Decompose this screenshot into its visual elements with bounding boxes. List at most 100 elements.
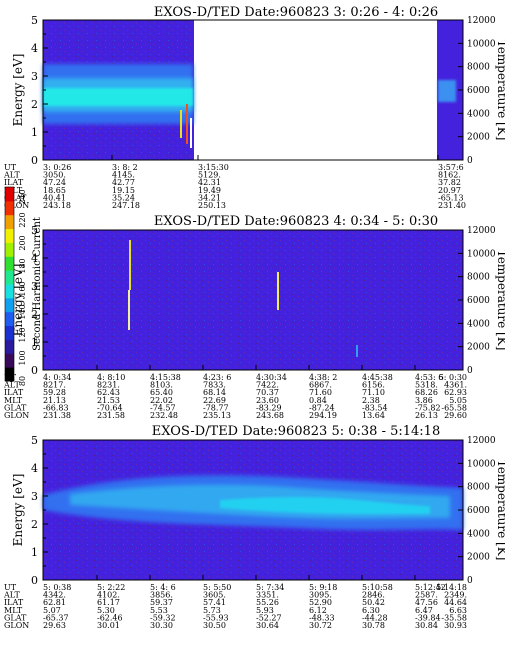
orbit-value: 19.15 bbox=[112, 186, 135, 195]
orbit-value: 62.43 bbox=[97, 388, 120, 397]
orbit-value: 243.18 bbox=[43, 201, 71, 210]
orbit-value: 6.12 bbox=[309, 606, 327, 615]
orbit-value: 59.28 bbox=[43, 388, 66, 397]
orbit-value: 21.13 bbox=[43, 396, 66, 405]
orbit-value: 62.81 bbox=[43, 598, 66, 607]
orbit-value: 61.17 bbox=[97, 598, 120, 607]
orbit-value: 52.90 bbox=[309, 598, 332, 607]
panel-3-y2label: Temperature [K] bbox=[495, 460, 505, 561]
orbit-row-label: UT bbox=[4, 583, 17, 592]
orbit-value: 26.13 bbox=[415, 411, 438, 420]
orbit-value: -70.64 bbox=[97, 403, 123, 412]
orbit-value: 30.84 bbox=[415, 621, 438, 630]
orbit-value: 5.30 bbox=[97, 606, 115, 615]
orbit-value: 29.63 bbox=[43, 621, 66, 630]
orbit-value: 5:10:58 bbox=[362, 583, 393, 592]
orbit-row-label: GLAT bbox=[4, 613, 27, 622]
colorbar-swatch bbox=[5, 228, 14, 243]
panel-2-spike-c bbox=[277, 272, 279, 310]
orbit-value: -83.54 bbox=[362, 403, 388, 412]
colorbar-ticks: 240 220 200 180 160 140 120 100 80 bbox=[18, 189, 27, 386]
orbit-value: 5.07 bbox=[43, 606, 61, 615]
orbit-value: 5:12:42 bbox=[415, 583, 446, 592]
orbit-value: -65.58 bbox=[441, 403, 467, 412]
orbit-value: 294.19 bbox=[309, 411, 337, 420]
orbit-value: -52.27 bbox=[256, 613, 282, 622]
colorbar-tick-label: 180 bbox=[18, 258, 27, 273]
orbit-value: 4:38: 2 bbox=[309, 373, 337, 382]
colorbar-tick-label: 240 bbox=[18, 189, 27, 204]
orbit-value: 5129. bbox=[198, 171, 221, 180]
orbit-value: -87.24 bbox=[309, 403, 335, 412]
orbit-value: -74.57 bbox=[150, 403, 176, 412]
orbit-value: 5: 7:34 bbox=[256, 583, 284, 592]
orbit-value: 247.18 bbox=[112, 201, 140, 210]
orbit-row-label: ALT bbox=[3, 591, 20, 600]
orbit-value: 50.42 bbox=[362, 598, 385, 607]
orbit-value: 4:53: 6 bbox=[415, 373, 443, 382]
orbit-value: -75.82 bbox=[415, 403, 441, 412]
orbit-value: 59.37 bbox=[150, 598, 173, 607]
orbit-value: 5: 2:22 bbox=[97, 583, 125, 592]
orbit-value: 6.63 bbox=[449, 606, 467, 615]
orbit-value: 22.02 bbox=[150, 396, 173, 405]
y2-tick-label: 10000 bbox=[467, 459, 496, 469]
panel-1-band bbox=[43, 64, 456, 148]
orbit-value: 68.14 bbox=[203, 388, 226, 397]
colorbar-swatch bbox=[5, 200, 14, 216]
orbit-value: 20.97 bbox=[438, 186, 461, 195]
orbit-value: 62.93 bbox=[444, 388, 467, 397]
orbit-value: 5: 5:50 bbox=[203, 583, 231, 592]
orbit-value: 57.41 bbox=[203, 598, 226, 607]
orbit-value: 4:30:34 bbox=[256, 373, 287, 382]
panel-2-y2label: Temperature [K] bbox=[495, 250, 505, 351]
orbit-value: 37.82 bbox=[438, 178, 461, 187]
orbit-value: 55.26 bbox=[256, 598, 279, 607]
orbit-value: 6156. bbox=[362, 381, 385, 390]
orbit-value: 5: 4: 6 bbox=[150, 583, 176, 592]
y-tick-label: 0 bbox=[31, 154, 38, 167]
panel-2-speckle bbox=[43, 230, 463, 370]
y-tick-label: 5 bbox=[31, 434, 38, 447]
panel-2-spike-d bbox=[356, 345, 358, 357]
orbit-value: 5: 9:18 bbox=[309, 583, 337, 592]
y2-tick-label: 12000 bbox=[467, 16, 496, 26]
panel-1-orbit-table: UTALTILATMLTGLATGLON3: 0:263050.47.2418.… bbox=[3, 163, 466, 210]
y-tick-label: 3 bbox=[31, 70, 38, 83]
orbit-value: 6.30 bbox=[362, 606, 380, 615]
colorbar-swatch bbox=[5, 353, 14, 368]
orbit-value: -66.83 bbox=[43, 403, 69, 412]
orbit-value: -35.58 bbox=[441, 613, 467, 622]
orbit-value: 2.38 bbox=[362, 396, 380, 405]
orbit-value: -78.77 bbox=[203, 403, 229, 412]
orbit-value: 3050. bbox=[43, 171, 66, 180]
colorbar-tick-label: 100 bbox=[18, 350, 27, 365]
y-tick-label: 0 bbox=[31, 364, 38, 377]
orbit-value: 2587. bbox=[415, 591, 438, 600]
orbit-value: 34.21 bbox=[198, 193, 221, 202]
y-tick-label: 2 bbox=[31, 308, 38, 321]
colorbar-swatch bbox=[5, 339, 14, 354]
orbit-value: 42.31 bbox=[198, 178, 221, 187]
y2-tick-label: 4000 bbox=[467, 319, 490, 329]
orbit-value: 6867. bbox=[309, 381, 332, 390]
orbit-value: 231.40 bbox=[438, 201, 466, 210]
y2-tick-label: 8000 bbox=[467, 483, 490, 493]
y-tick-label: 5 bbox=[31, 224, 38, 237]
orbit-value: 40.41 bbox=[43, 193, 66, 202]
orbit-value: 3.86 bbox=[415, 396, 433, 405]
panel-1-title: EXOS-D/TED Date:960823 3: 0:26 - 4: 0:26 bbox=[154, 5, 438, 20]
y2-tick-label: 6000 bbox=[467, 296, 490, 306]
panel-3-band-core bbox=[220, 497, 430, 514]
orbit-value: 5.73 bbox=[203, 606, 221, 615]
orbit-value: 29.60 bbox=[444, 411, 467, 420]
orbit-row-label: UT bbox=[4, 163, 17, 172]
orbit-row-label: MLT bbox=[4, 396, 23, 405]
orbit-value: 6.47 bbox=[415, 606, 433, 615]
orbit-value: -39.84 bbox=[415, 613, 441, 622]
panel-2-ylabel: Energy [eV] bbox=[11, 264, 25, 337]
orbit-value: 7833. bbox=[203, 381, 226, 390]
orbit-row-label: GLAT bbox=[4, 193, 27, 202]
orbit-value: 0.84 bbox=[309, 396, 327, 405]
